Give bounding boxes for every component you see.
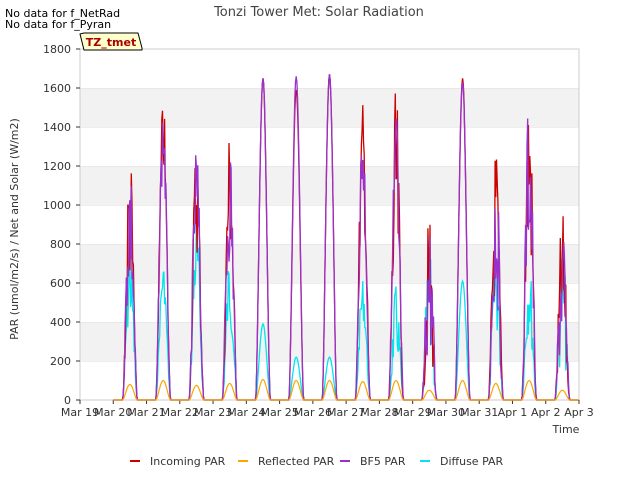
x-tick-label: Apr 2 <box>531 406 561 419</box>
y-tick-label: 800 <box>50 238 71 251</box>
grid-band <box>80 244 579 283</box>
x-tick-label: Mar 27 <box>327 406 365 419</box>
y-tick-label: 1600 <box>43 82 71 95</box>
legend-label: Incoming PAR <box>150 455 226 468</box>
x-tick-label: Mar 19 <box>61 406 99 419</box>
x-tick-label: Mar 31 <box>460 406 498 419</box>
grid-bands <box>80 48 579 400</box>
x-tick-label: Mar 28 <box>360 406 398 419</box>
x-tick-label: Apr 3 <box>564 406 594 419</box>
grid-band <box>80 283 579 322</box>
grid-band <box>80 322 579 361</box>
x-tick-label: Mar 30 <box>427 406 465 419</box>
legend-label: BF5 PAR <box>360 455 406 468</box>
x-tick-label: Mar 24 <box>227 406 265 419</box>
grid-band <box>80 88 579 127</box>
x-tick-label: Mar 23 <box>194 406 232 419</box>
y-tick-label: 0 <box>64 394 71 407</box>
y-tick-label: 1400 <box>43 121 71 134</box>
grid-band <box>80 205 579 244</box>
series-lines <box>113 74 579 401</box>
y-tick-label: 400 <box>50 316 71 329</box>
x-tick-label: Mar 21 <box>127 406 165 419</box>
grid-band <box>80 49 579 88</box>
no-data-pyran-note: No data for f_Pyran <box>5 18 112 31</box>
y-axis-label: PAR (umol/m2/s) / Net and Solar (W/m2) <box>8 118 21 340</box>
site-badge: TZ_tmet <box>79 32 143 51</box>
grid-band <box>80 166 579 205</box>
legend: Incoming PAR Reflected PAR BF5 PAR Diffuse … <box>130 455 504 468</box>
plot-area-frame <box>79 48 580 401</box>
series-line-reflected-par <box>113 378 579 401</box>
x-tick-label: Mar 25 <box>260 406 298 419</box>
y-tick-label: 200 <box>50 355 71 368</box>
x-tick-label: Mar 26 <box>294 406 332 419</box>
x-tick-label: Mar 29 <box>394 406 432 419</box>
site-badge-box <box>79 32 143 51</box>
y-tick-label: 1200 <box>43 160 71 173</box>
legend-label: Reflected PAR <box>258 455 335 468</box>
y-axis: 0 200 400 600 800 1000 1200 1400 1600 1800 <box>43 43 80 407</box>
x-tick-label: Mar 22 <box>161 406 199 419</box>
y-tick-label: 1800 <box>43 43 71 56</box>
x-tick-label: Mar 20 <box>94 406 132 419</box>
no-data-netrad-note: No data for f_NetRad <box>5 7 121 20</box>
site-badge-label: TZ_tmet <box>86 36 136 49</box>
grid-band <box>80 127 579 166</box>
legend-label: Diffuse PAR <box>440 455 504 468</box>
y-tick-label: 600 <box>50 277 71 290</box>
y-tick-label: 1000 <box>43 199 71 212</box>
x-tick-label: Apr 1 <box>498 406 528 419</box>
chart-title: Tonzi Tower Met: Solar Radiation <box>213 5 424 20</box>
x-axis-label: Time <box>552 423 580 436</box>
